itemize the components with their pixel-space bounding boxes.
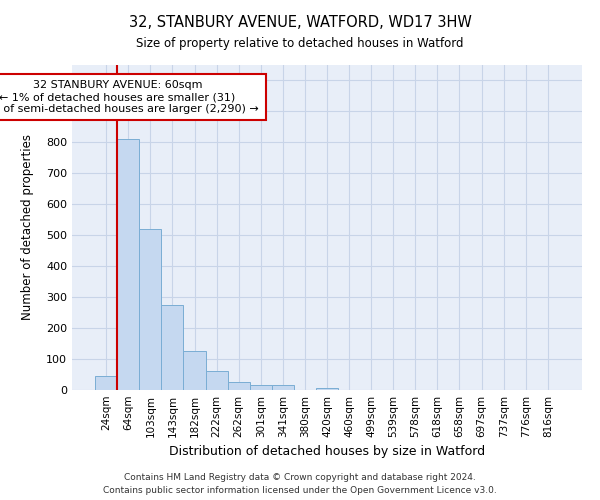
Bar xyxy=(161,305,184,390)
Text: 32 STANBURY AVENUE: 60sqm
← 1% of detached houses are smaller (31)
99% of semi-d: 32 STANBURY AVENUE: 60sqm ← 1% of detach… xyxy=(0,80,259,114)
Text: 32, STANBURY AVENUE, WATFORD, WD17 3HW: 32, STANBURY AVENUE, WATFORD, WD17 3HW xyxy=(128,15,472,30)
Bar xyxy=(227,382,250,390)
Text: Size of property relative to detached houses in Watford: Size of property relative to detached ho… xyxy=(136,38,464,51)
Bar xyxy=(117,140,139,390)
Bar xyxy=(272,386,294,390)
Y-axis label: Number of detached properties: Number of detached properties xyxy=(20,134,34,320)
Bar xyxy=(250,386,272,390)
Bar xyxy=(206,372,227,390)
Bar xyxy=(316,388,338,390)
Text: Contains public sector information licensed under the Open Government Licence v3: Contains public sector information licen… xyxy=(103,486,497,495)
Bar xyxy=(95,376,117,390)
Bar xyxy=(139,229,161,390)
X-axis label: Distribution of detached houses by size in Watford: Distribution of detached houses by size … xyxy=(169,446,485,458)
Text: Contains HM Land Registry data © Crown copyright and database right 2024.: Contains HM Land Registry data © Crown c… xyxy=(124,474,476,482)
Bar xyxy=(184,352,206,390)
